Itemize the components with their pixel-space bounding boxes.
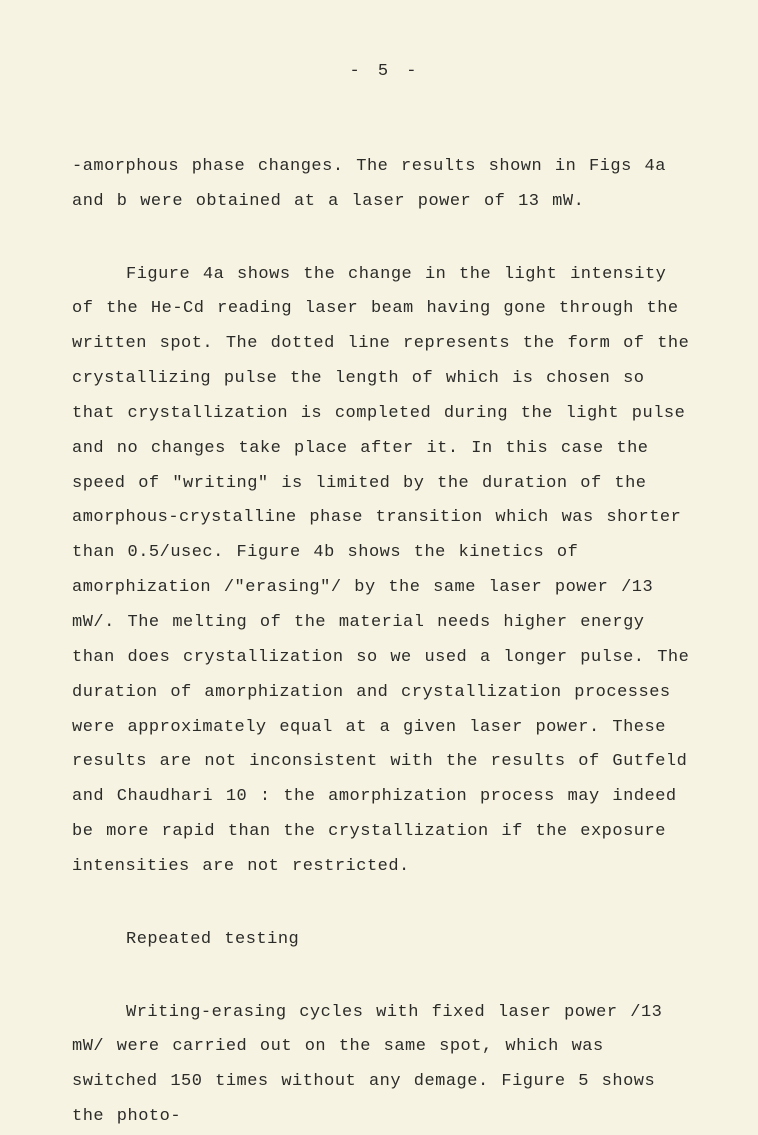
page-number: - 5 -: [72, 55, 698, 90]
paragraph-3: Writing-erasing cycles with fixed laser …: [72, 996, 698, 1135]
section-heading: Repeated testing: [72, 923, 698, 958]
paragraph-1: -amorphous phase changes. The results sh…: [72, 150, 698, 220]
document-page: - 5 - -amorphous phase changes. The resu…: [0, 0, 758, 1131]
paragraph-2: Figure 4a shows the change in the light …: [72, 258, 698, 885]
